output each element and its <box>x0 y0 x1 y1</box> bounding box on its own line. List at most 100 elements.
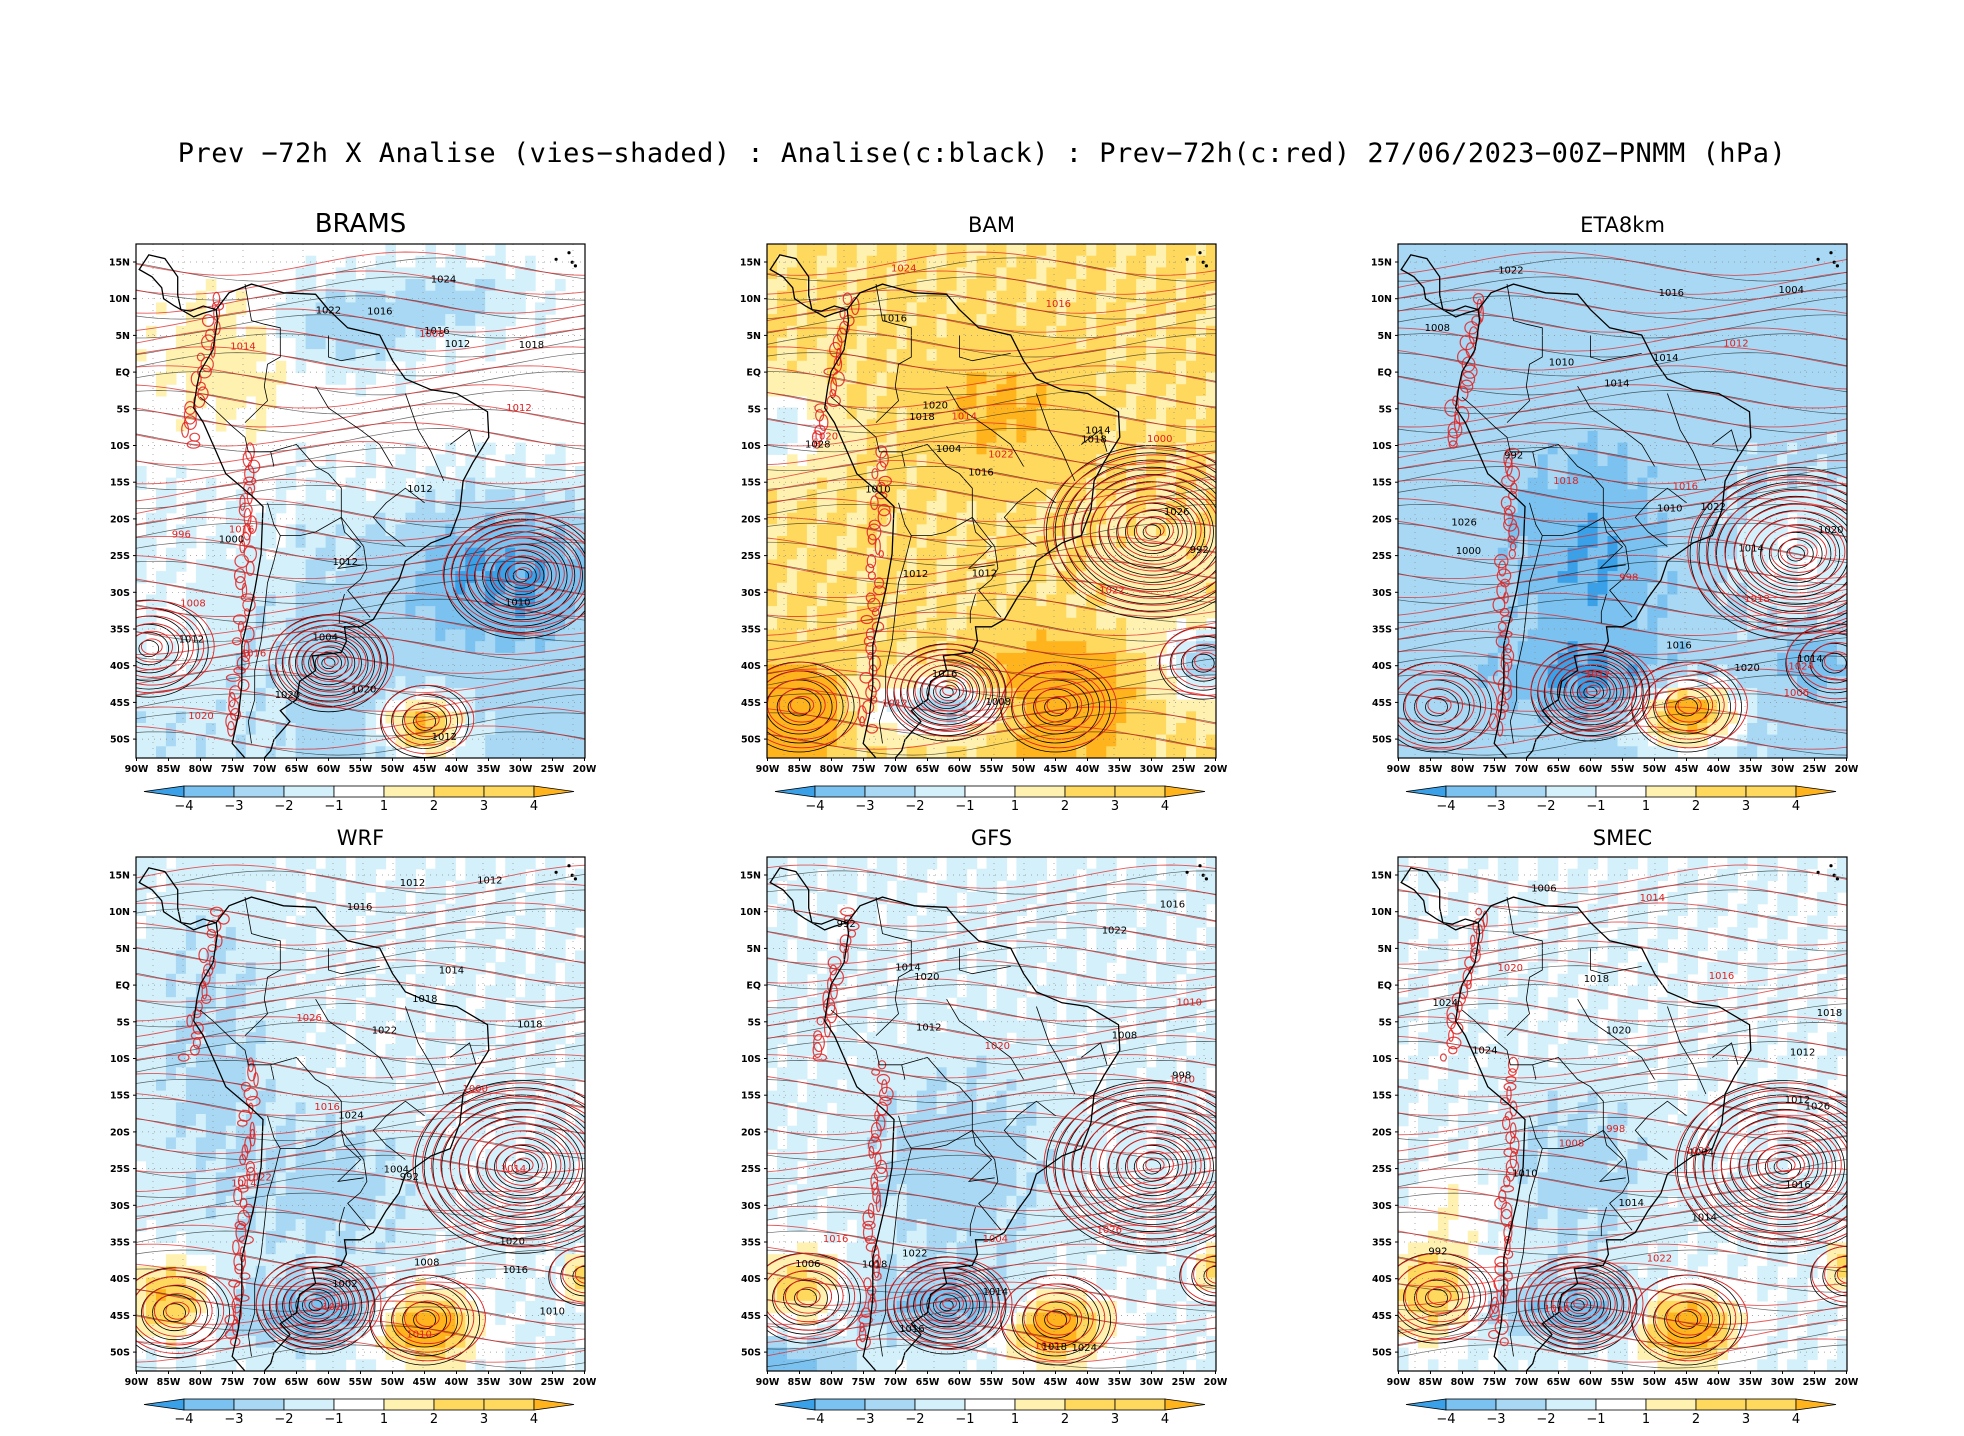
forecast-isobar <box>136 630 585 655</box>
bias-cell <box>976 360 988 374</box>
bias-cell <box>1146 395 1157 409</box>
bias-cell <box>1457 466 1469 479</box>
bias-cell <box>1427 325 1439 339</box>
forecast-isobar <box>767 725 1216 750</box>
bias-cell <box>505 629 516 642</box>
forecast-contour <box>136 607 205 686</box>
bias-cell <box>1447 419 1459 432</box>
forecast-contour <box>935 679 964 702</box>
bias-cell <box>495 559 506 572</box>
bias-cell <box>976 419 988 432</box>
bias-cell <box>1146 360 1157 374</box>
bias-cell <box>1657 442 1668 455</box>
bias-cell <box>916 302 928 315</box>
bias-cell <box>1166 536 1177 549</box>
bias-cell <box>445 676 456 689</box>
bias-cell <box>1006 372 1018 385</box>
bias-cell <box>1106 477 1117 490</box>
bias-cell <box>205 547 217 560</box>
bias-cell <box>1517 477 1529 490</box>
bias-cell <box>575 559 585 572</box>
bias-cell <box>816 360 828 374</box>
bias-cell <box>185 314 197 327</box>
bias-cell <box>1006 582 1018 596</box>
bias-cell <box>1557 442 1569 455</box>
analysis-isobar <box>136 674 585 699</box>
bias-cell <box>1116 290 1127 303</box>
country-border <box>1003 487 1056 547</box>
bias-cell <box>1747 384 1758 397</box>
bias-cell <box>976 547 988 560</box>
bias-cell <box>185 501 197 514</box>
bias-cell <box>1677 407 1688 420</box>
bias-cell <box>1497 314 1509 327</box>
andes-contour <box>814 403 828 413</box>
bias-cell <box>1176 571 1187 584</box>
bias-cell <box>846 664 858 677</box>
bias-cell <box>1727 442 1738 455</box>
bias-cell <box>1427 466 1439 479</box>
bias-cell <box>1096 606 1107 619</box>
bias-cell <box>946 512 958 525</box>
bias-cell <box>836 454 848 467</box>
bias-cell <box>505 617 516 631</box>
bias-cell <box>1056 559 1067 572</box>
bias-cell <box>215 571 227 584</box>
bias-cell <box>1587 466 1599 479</box>
bias-cell <box>956 664 968 677</box>
bias-cell <box>787 711 798 724</box>
bias-cell <box>1547 489 1559 502</box>
bias-cell <box>1577 430 1589 444</box>
bias-cell <box>146 699 157 712</box>
bias-cell <box>767 617 778 631</box>
bias-cell <box>225 360 237 374</box>
bias-cell <box>1116 477 1127 490</box>
bias-cell <box>405 290 416 303</box>
bias-cell <box>375 536 387 549</box>
bias-cell <box>465 617 476 631</box>
bias-cell <box>1657 360 1668 374</box>
bias-cell <box>215 711 227 724</box>
andes-contour <box>232 614 247 625</box>
y-tick-label: 15S <box>741 478 761 489</box>
bias-cell <box>836 524 848 537</box>
bias-cell <box>1166 314 1177 327</box>
bias-cell <box>1206 734 1216 747</box>
bias-cell <box>1146 652 1157 666</box>
bias-cell <box>1777 454 1788 467</box>
bias-cell <box>1487 302 1499 315</box>
bias-cell <box>1447 302 1459 315</box>
bias-cell <box>425 325 436 339</box>
forecast-contour <box>1080 474 1216 586</box>
bias-cell <box>1797 290 1808 303</box>
bias-cell <box>1707 279 1718 292</box>
bias-cell <box>767 244 778 257</box>
bias-cell <box>215 559 227 572</box>
bias-cell <box>836 384 848 397</box>
contour-label: 1012 <box>333 557 358 568</box>
bias-cell <box>395 547 406 560</box>
bias-cell <box>235 723 247 736</box>
bias-cell <box>1737 407 1748 420</box>
bias-cell <box>866 279 878 292</box>
bias-cell <box>906 524 918 537</box>
bias-cell <box>185 337 197 350</box>
bias-cell <box>365 711 377 724</box>
bias-cell <box>1487 489 1499 502</box>
bias-cell <box>906 676 918 689</box>
andes-contour <box>860 614 874 625</box>
bias-cell <box>1076 641 1087 654</box>
bias-cell <box>1507 325 1519 339</box>
bias-cell <box>1036 384 1047 397</box>
bias-cell <box>136 734 147 747</box>
bias-cell <box>505 559 516 572</box>
bias-cell <box>796 267 808 280</box>
bias-cell <box>1817 267 1828 280</box>
bias-cell <box>1557 419 1569 432</box>
bias-cell <box>1206 314 1216 327</box>
bias-cell <box>996 699 1008 712</box>
bias-cell <box>385 594 396 607</box>
bias-cell <box>1016 559 1027 572</box>
bias-cell <box>996 501 1008 514</box>
bias-cell <box>185 582 197 596</box>
